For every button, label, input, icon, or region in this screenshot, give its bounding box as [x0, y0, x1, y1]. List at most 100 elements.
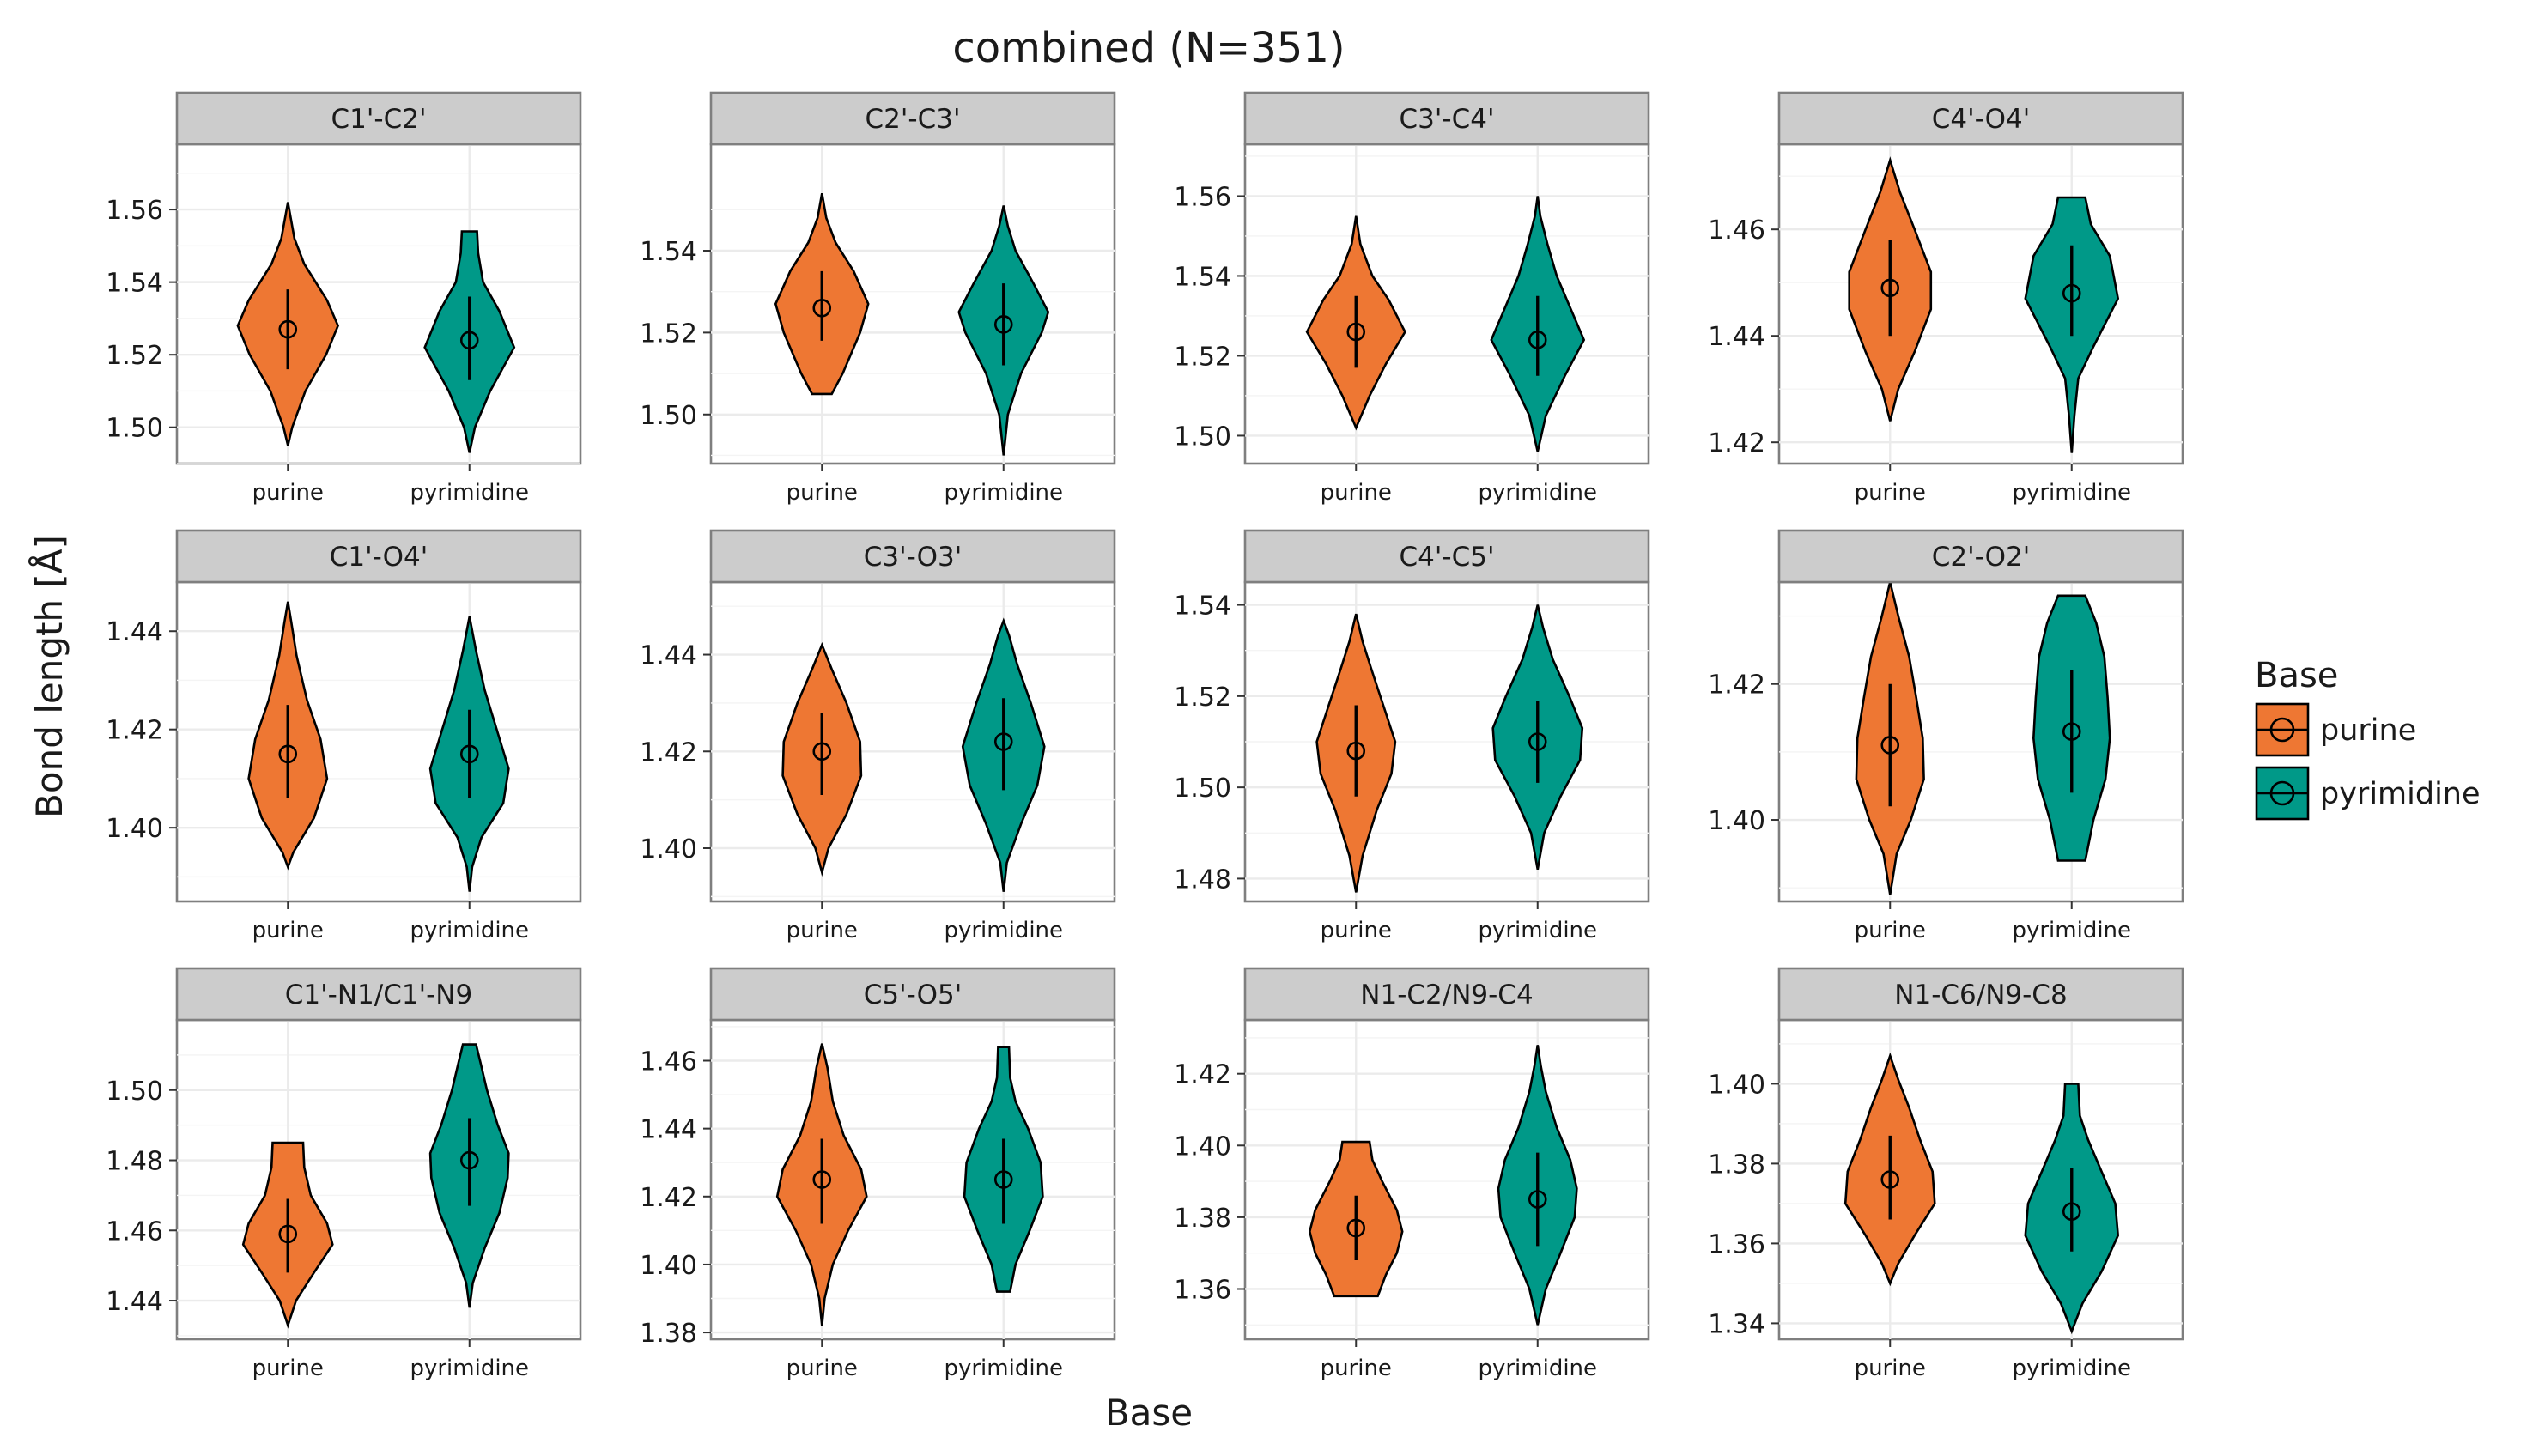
facet-strip-label: C4'-O4' [1932, 104, 2031, 135]
x-tick-label: pyrimidine [410, 918, 529, 943]
facet-strip-label: N1-C2/N9-C4 [1360, 980, 1533, 1010]
facet-strip [175, 529, 582, 584]
y-tick-label: 1.46 [1708, 215, 1765, 246]
y-tick-label: 1.38 [640, 1319, 697, 1349]
x-tick-label: purine [1321, 918, 1392, 943]
y-tick-label: 1.50 [106, 1077, 163, 1107]
y-tick-label: 1.52 [1174, 342, 1231, 372]
x-tick-label: purine [1321, 1356, 1392, 1381]
facet-strip [1777, 529, 2184, 584]
y-tick-label: 1.52 [106, 341, 163, 371]
facet-panel: 1.40 1.42 1.44 C1'-O4' purine pyrimidine [106, 529, 582, 943]
y-tick-label: 1.36 [1174, 1275, 1231, 1305]
x-tick-label: purine [252, 480, 324, 506]
y-tick-label: 1.52 [1174, 682, 1231, 713]
x-tick-label: purine [1321, 480, 1392, 506]
y-tick-label: 1.46 [106, 1216, 163, 1247]
y-tick-label: 1.56 [106, 196, 163, 226]
median-point-purine [812, 1170, 832, 1189]
y-tick-label: 1.48 [1174, 864, 1231, 895]
y-tick-label: 1.44 [106, 1287, 163, 1317]
median-point-pyrimidine [1528, 331, 1547, 349]
y-tick-label: 1.40 [106, 814, 163, 844]
facet-panel: 1.50 1.52 1.54 1.56 C3'-C4' purine pyrimidine [1174, 91, 1650, 506]
x-tick-label: pyrimidine [1478, 480, 1597, 506]
x-tick-label: purine [1855, 918, 1926, 943]
median-point-purine [812, 742, 832, 761]
facet-strip-label: C1'-O4' [330, 542, 428, 573]
facet-strip-label: C2'-C3' [866, 104, 961, 135]
panel-background [709, 143, 1116, 465]
panel-background [1777, 143, 2184, 465]
median-point-purine [812, 298, 832, 318]
median-point-pyrimidine [993, 1170, 1013, 1189]
median-point-purine [1880, 278, 1900, 298]
facet-strip [175, 967, 582, 1022]
panel-background [1243, 143, 1650, 465]
y-tick-label: 1.36 [1708, 1229, 1765, 1259]
median-point-purine [278, 1224, 298, 1244]
median-point-pyrimidine [2062, 283, 2081, 303]
panel-background [709, 1018, 1116, 1341]
y-tick-label: 1.42 [1708, 428, 1765, 458]
y-tick-label: 1.50 [1174, 774, 1231, 804]
facet-panel: 1.34 1.36 1.38 1.40 N1-C6/N9-C8 purine pyrimid… [1708, 967, 2184, 1381]
facet-strip-label: C3'-O3' [864, 542, 963, 573]
facet-strip [1243, 91, 1650, 146]
facet-strip-label: C4'-C5' [1400, 542, 1495, 573]
y-tick-label: 1.54 [1174, 592, 1231, 622]
x-tick-label: purine [1855, 1356, 1926, 1381]
legend-entry: pyrimidine [2255, 766, 2481, 821]
y-tick-label: 1.44 [1708, 322, 1765, 352]
facet-panel: 1.40 1.42 1.44 C3'-O3' purine pyrimidine [640, 529, 1116, 943]
facet-strip-label: C1'-C2' [331, 104, 427, 135]
y-tick-label: 1.40 [640, 834, 697, 864]
panel-background [709, 580, 1116, 903]
facet-strip-label: C2'-O2' [1932, 542, 2031, 573]
x-tick-label: purine [252, 918, 324, 943]
y-tick-label: 1.42 [106, 716, 163, 746]
x-tick-label: pyrimidine [2012, 480, 2131, 506]
legend-label: pyrimidine [2320, 777, 2481, 811]
legend-key-circle [2269, 717, 2295, 743]
y-tick-label: 1.44 [640, 641, 697, 671]
y-tick-label: 1.44 [640, 1115, 697, 1145]
median-point-purine [278, 319, 298, 339]
facet-panel: 1.38 1.40 1.42 1.44 1.46 C5'-O5' purine pyrimid… [640, 967, 1116, 1381]
legend-label: purine [2320, 713, 2416, 748]
x-tick-label: pyrimidine [944, 918, 1063, 943]
facet-panel: 1.36 1.38 1.40 1.42 N1-C2/N9-C4 purine pyrimid… [1174, 967, 1650, 1381]
facet-panels: 1.50 1.52 1.54 1.56 C1'-C2' purine pyrimidine 1… [106, 91, 2184, 1381]
median-point-purine [1880, 736, 1900, 755]
y-tick-label: 1.54 [640, 237, 697, 267]
facet-strip [709, 91, 1116, 146]
y-tick-label: 1.40 [1708, 1070, 1765, 1100]
facet-strip [1777, 91, 2184, 146]
y-tick-label: 1.50 [106, 414, 163, 444]
x-tick-label: pyrimidine [1478, 1356, 1597, 1381]
x-tick-label: purine [252, 1356, 324, 1381]
panel-background [175, 143, 582, 465]
y-tick-label: 1.50 [1174, 422, 1231, 452]
x-tick-label: pyrimidine [410, 480, 529, 506]
panel-background [1777, 580, 2184, 903]
median-point-pyrimidine [993, 732, 1013, 751]
facet-strip [1243, 529, 1650, 584]
y-tick-label: 1.50 [640, 401, 697, 431]
legend-key-circle [2269, 780, 2295, 806]
y-tick-label: 1.40 [640, 1251, 697, 1281]
median-point-pyrimidine [459, 331, 479, 350]
panel-background [1777, 1018, 2184, 1341]
y-tick-label: 1.40 [1708, 806, 1765, 836]
median-point-pyrimidine [2062, 722, 2081, 741]
facet-panel: 1.44 1.46 1.48 1.50 C1'-N1/C1'-N9 purine pyrim… [106, 967, 582, 1381]
y-tick-label: 1.48 [106, 1147, 163, 1177]
median-point-pyrimidine [459, 1150, 479, 1170]
y-tick-label: 1.46 [640, 1046, 697, 1077]
chart-title: combined (N=351) [952, 24, 1345, 72]
y-axis-title: Bond length [Å] [27, 535, 70, 818]
y-tick-label: 1.52 [640, 318, 697, 349]
facet-strip [709, 529, 1116, 584]
panel-background [1243, 1018, 1650, 1341]
